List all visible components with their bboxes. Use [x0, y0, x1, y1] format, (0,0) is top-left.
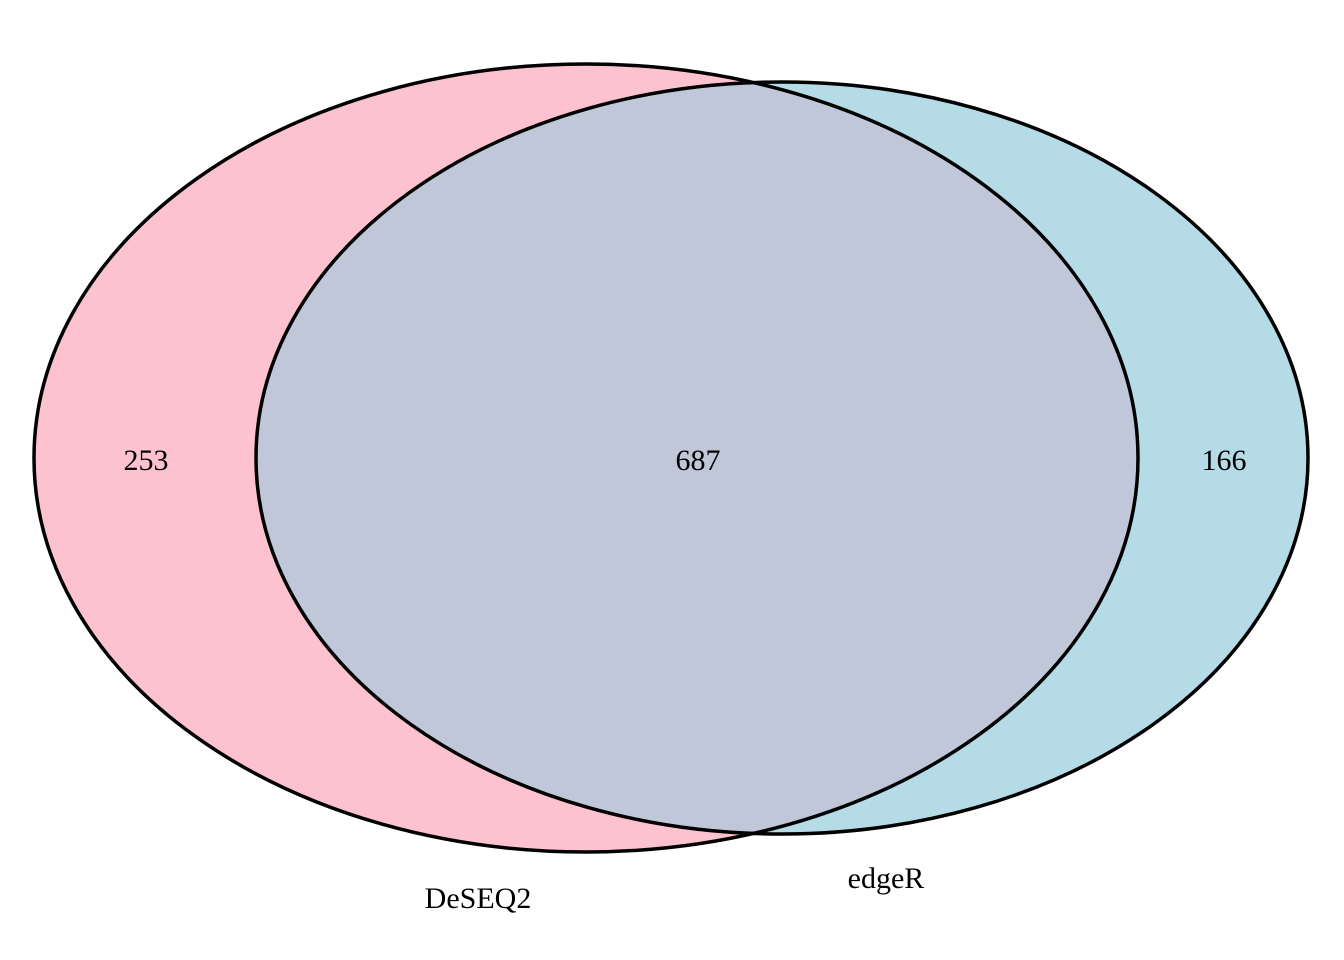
- count-intersection: 687: [676, 444, 721, 477]
- set-edger-outline: [254, 80, 1310, 836]
- set-deseq2-outline: [32, 62, 1140, 854]
- count-deseq2-only: 253: [124, 444, 169, 477]
- count-edger-only: 166: [1202, 444, 1247, 477]
- label-deseq2: DeSEQ2: [425, 882, 532, 915]
- label-edger: edgeR: [848, 862, 925, 895]
